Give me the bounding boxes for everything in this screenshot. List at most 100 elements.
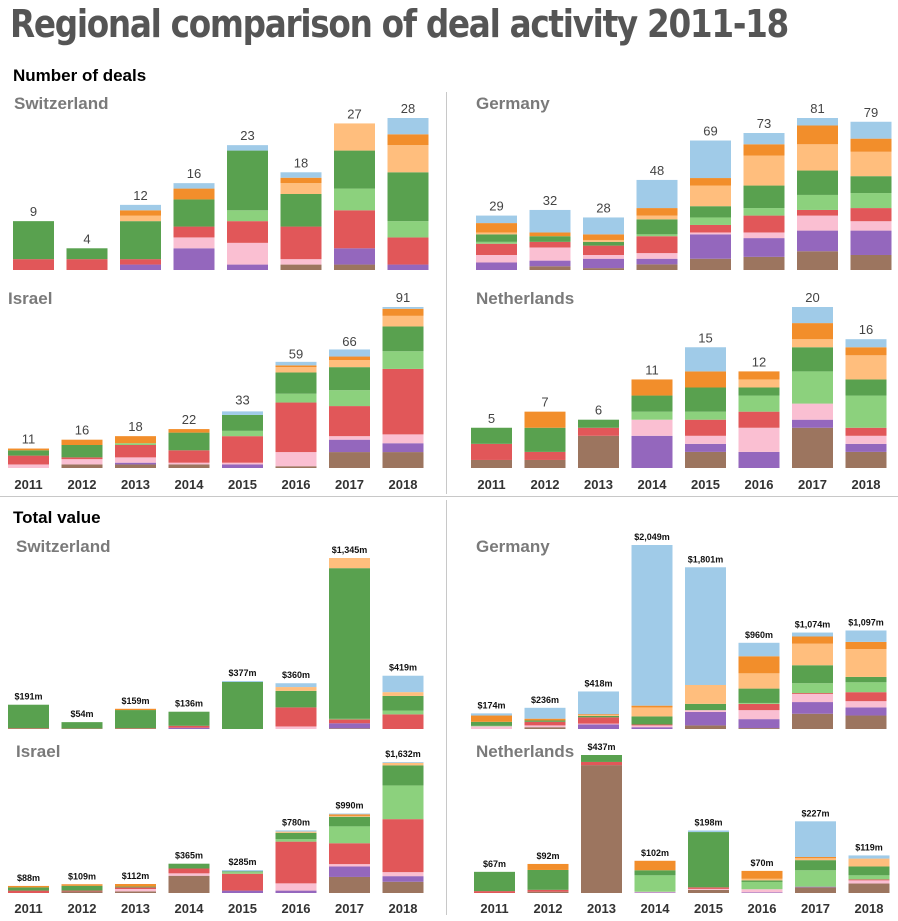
bar-segment-lightgreen-2018	[850, 193, 892, 209]
total-label-2011: $174m	[477, 700, 505, 710]
bar-segment-lightorange-2017	[334, 123, 375, 151]
bar-segment-pink-2017	[792, 693, 833, 703]
bar-segment-lightorange-2018	[382, 692, 424, 696]
bar-segment-lightblue-2018	[382, 762, 424, 763]
bar-segment-orange-2016	[275, 365, 317, 368]
year-tick-label-2012: 2012	[68, 477, 97, 492]
panel-total-value-switzerland: Switzerland $191m $54m $159m $136m $377m $360m…	[8, 537, 424, 729]
bar-segment-lightorange-2016	[738, 379, 780, 388]
panel-title: Israel	[16, 742, 60, 761]
bar-segment-red-2016	[275, 707, 317, 727]
bar-segment-green-2012	[61, 885, 103, 891]
bar-segment-red-2012	[524, 451, 566, 460]
bar-segment-pink-2018	[848, 880, 890, 884]
bar-segment-green-2016	[741, 880, 783, 882]
bar-segment-green-2016	[275, 372, 317, 394]
total-label-2014: 11	[645, 362, 659, 377]
bar-segment-lightgreen-2013	[115, 443, 156, 445]
bar-segment-brown-2012	[524, 727, 566, 729]
bar-segment-green-2013	[578, 715, 619, 718]
bar-segment-purple-2015	[685, 443, 726, 452]
bar-segment-lightorange-2016	[280, 183, 322, 194]
bar-segment-lightorange-2018	[382, 315, 424, 327]
bar-segment-green-2011	[474, 871, 515, 892]
bar-segment-brown-2018	[382, 452, 424, 468]
bar-segment-orange-2012	[527, 863, 569, 870]
bar-segment-brown-2015	[690, 258, 731, 270]
bar-segment-purple-2014	[168, 727, 210, 729]
total-label-2016: 73	[757, 116, 771, 131]
horizontal-divider	[0, 496, 898, 497]
bar-segment-red-2013	[120, 259, 161, 265]
bar-segment-brown-2012	[529, 266, 571, 270]
bar-segment-green-2015	[222, 414, 263, 431]
bar-segment-red-2017	[329, 406, 370, 437]
bar-segment-red-2016	[738, 703, 780, 711]
bar-segment-green-2013	[581, 755, 622, 762]
bar-segment-purple-2017	[797, 230, 838, 252]
bar-segment-pink-2018	[382, 434, 424, 444]
bar-segment-lightorange-2016	[741, 878, 783, 881]
bar-segment-green-2018	[382, 765, 424, 786]
bar-segment-lightorange-2016	[738, 673, 780, 689]
bar-segment-red-2018	[387, 237, 429, 265]
total-label-2012: $109m	[68, 871, 96, 881]
bar-segment-red-2011	[8, 728, 49, 729]
total-label-2016: 12	[752, 354, 766, 369]
bar-segment-green-2013	[115, 886, 156, 888]
bar-segment-green-2015	[685, 703, 726, 711]
total-label-2012: 7	[541, 395, 548, 410]
total-label-2013: $159m	[121, 696, 149, 706]
panel-total-value-netherlands: Netherlands $67m 2011 $92m 2012 $437m 2013 $102…	[474, 742, 890, 916]
bar-segment-lightorange-2018	[382, 762, 424, 766]
bar-segment-pink-2014	[168, 462, 210, 465]
bar-segment-orange-2018	[845, 641, 887, 650]
bar-segment-purple-2017	[329, 866, 370, 877]
bar-segment-lightorange-2017	[329, 558, 370, 569]
total-label-2018: 91	[396, 290, 410, 305]
bar-segment-pink-2018	[382, 872, 424, 877]
bar-segment-lightblue-2015	[690, 140, 731, 179]
bar-segment-green-2016	[275, 690, 317, 708]
bar-segment-lightblue-2016	[280, 172, 322, 178]
year-tick-label-2013: 2013	[121, 477, 150, 492]
bar-segment-lightblue-2015	[222, 681, 263, 682]
bar-segment-green-2012	[529, 236, 571, 242]
bar-segment-green-2017	[334, 150, 375, 189]
total-label-2014: $102m	[641, 848, 669, 858]
bar-segment-lightorange-2011	[476, 232, 517, 235]
bar-segment-pink-2017	[329, 436, 370, 440]
bar-segment-red-2014	[636, 236, 678, 254]
bar-segment-brown-2017	[329, 876, 370, 893]
bar-segment-green-2011	[476, 234, 517, 242]
bar-segment-green-2016	[275, 832, 317, 840]
bar-segment-orange-2018	[850, 138, 892, 152]
total-label-2012: $54m	[70, 709, 93, 719]
bar-segment-brown-2015	[688, 889, 729, 893]
total-label-2016: $960m	[745, 630, 773, 640]
bar-segment-purple-2016	[743, 238, 785, 257]
year-tick-label-2013: 2013	[587, 901, 616, 916]
bar-segment-red-2015	[222, 436, 263, 463]
panel-number-of-deals-netherlands: Netherlands 5 2011 7 2012 6 2013 11 2014 15 2015 12…	[471, 289, 887, 492]
bar-segment-orange-2014	[173, 188, 215, 200]
bar-segment-brown-2017	[329, 728, 370, 729]
year-tick-label-2011: 2011	[477, 477, 505, 492]
bar-segment-lightblue-2015	[227, 145, 268, 151]
bar-segment-red-2013	[581, 761, 622, 766]
bar-segment-green-2018	[845, 379, 887, 396]
total-label-2018: $1,097m	[848, 617, 884, 627]
bar-segment-brown-2017	[792, 427, 833, 468]
bar-segment-red-2015	[688, 887, 729, 889]
bar-segment-lightgreen-2016	[738, 702, 780, 704]
bar-segment-pink-2015	[690, 232, 731, 235]
bar-segment-green-2015	[222, 681, 263, 729]
bar-segment-lightblue-2018	[848, 855, 890, 859]
bar-segment-lightorange-2015	[685, 684, 726, 704]
bar-segment-purple-2014	[631, 727, 673, 729]
total-label-2018: $419m	[389, 663, 417, 673]
vertical-divider-bottom	[446, 500, 447, 915]
bar-segment-green-2018	[850, 176, 892, 194]
bar-segment-lightorange-2017	[792, 643, 833, 666]
total-label-2014: 16	[187, 166, 201, 181]
